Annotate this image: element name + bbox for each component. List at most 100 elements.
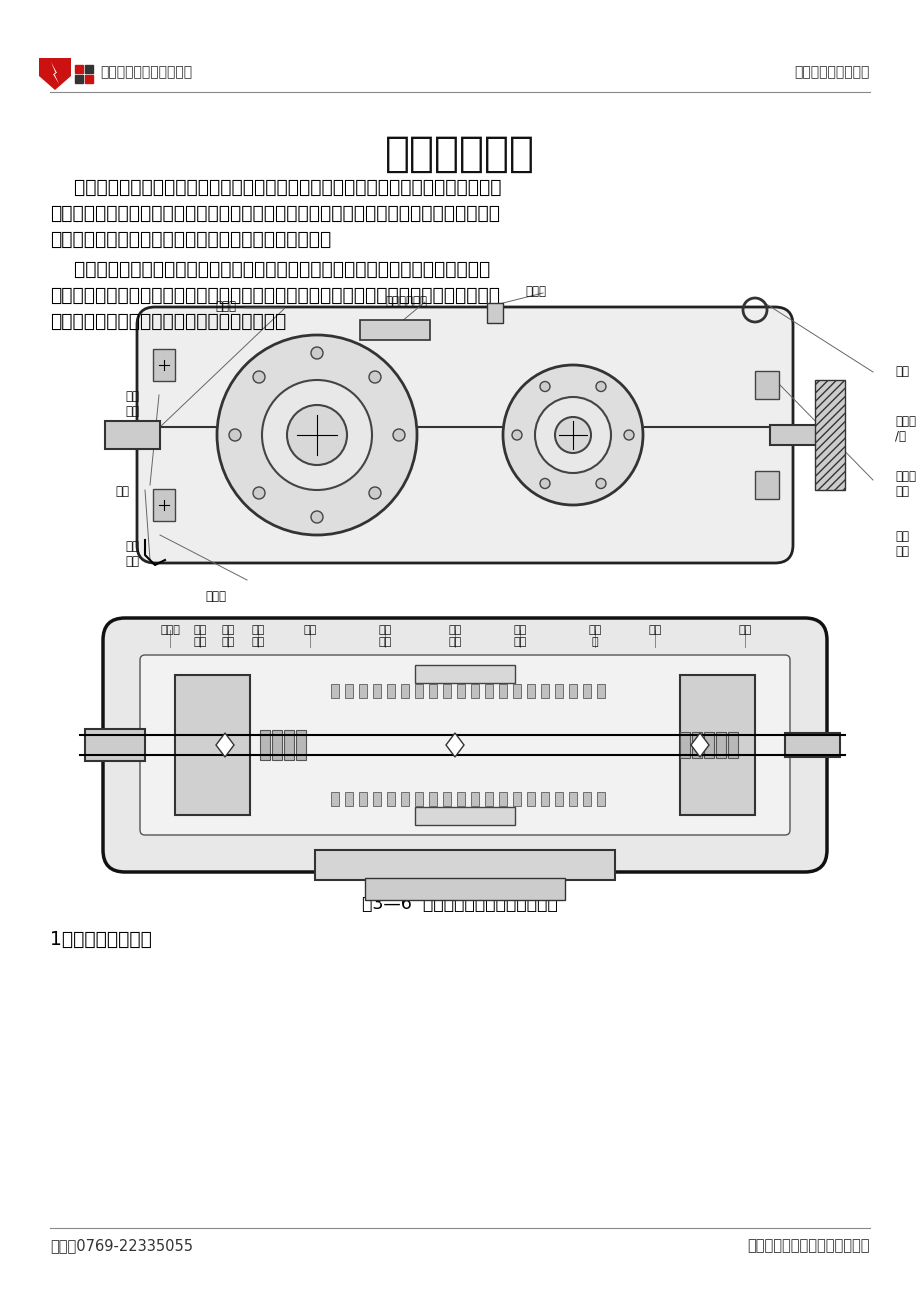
Text: 通气器: 通气器 bbox=[525, 285, 545, 298]
Text: 减速机的附件: 减速机的附件 bbox=[384, 133, 535, 174]
Bar bbox=[527, 792, 535, 806]
Text: 低速
轴: 低速 轴 bbox=[588, 625, 601, 647]
Text: 首选品质、普信天下: 首选品质、普信天下 bbox=[794, 65, 869, 79]
Circle shape bbox=[262, 380, 371, 490]
Text: 电话：0769-22335055: 电话：0769-22335055 bbox=[50, 1238, 193, 1253]
Text: 修理，会严重影响生产而对损坏的减速机，不修复使用也是很不经济的。在冶金企业使用最: 修理，会严重影响生产而对损坏的减速机，不修复使用也是很不经济的。在冶金企业使用最 bbox=[50, 204, 499, 223]
Bar bbox=[428, 792, 437, 806]
Text: 多的是各种开线圆柱齿轮减速机，现对其附件介绍如下：: 多的是各种开线圆柱齿轮减速机，现对其附件介绍如下： bbox=[50, 230, 331, 249]
Bar bbox=[486, 303, 503, 323]
Polygon shape bbox=[690, 733, 709, 756]
Circle shape bbox=[229, 428, 241, 441]
Text: 齿轮: 齿轮 bbox=[738, 625, 751, 635]
Text: 窥视孔及盖板: 窥视孔及盖板 bbox=[384, 296, 426, 309]
Circle shape bbox=[311, 348, 323, 359]
Bar bbox=[331, 792, 338, 806]
Bar bbox=[540, 684, 549, 698]
Bar bbox=[754, 371, 778, 398]
Circle shape bbox=[596, 381, 606, 392]
Bar bbox=[358, 792, 367, 806]
Text: 地址：东莞市南城区莞太路七号: 地址：东莞市南城区莞太路七号 bbox=[746, 1238, 869, 1253]
Circle shape bbox=[253, 487, 265, 499]
Text: 东莞市首普机电有限公司: 东莞市首普机电有限公司 bbox=[100, 65, 192, 79]
Circle shape bbox=[512, 430, 521, 440]
Bar bbox=[75, 65, 83, 73]
Bar bbox=[296, 730, 306, 760]
Bar bbox=[443, 684, 450, 698]
Bar bbox=[554, 792, 562, 806]
Bar bbox=[284, 730, 294, 760]
Text: 图3—6  单级圆柱齿轮减速机二维视图: 图3—6 单级圆柱齿轮减速机二维视图 bbox=[362, 894, 557, 913]
Bar bbox=[272, 730, 282, 760]
Text: 为了保证减速机的正常工作，除了对齿轮、轴、轴承组合和箱体的结构设计应给予足: 为了保证减速机的正常工作，除了对齿轮、轴、轴承组合和箱体的结构设计应给予足 bbox=[50, 260, 490, 279]
Polygon shape bbox=[51, 62, 59, 85]
Circle shape bbox=[369, 371, 380, 383]
Text: 轴承
端盖: 轴承 端盖 bbox=[221, 625, 234, 647]
Circle shape bbox=[217, 335, 416, 535]
Bar bbox=[554, 684, 562, 698]
Bar bbox=[175, 674, 250, 815]
Bar bbox=[596, 792, 605, 806]
Text: 上箱体: 上箱体 bbox=[215, 299, 236, 312]
Bar bbox=[568, 792, 576, 806]
Bar bbox=[153, 349, 175, 381]
Bar bbox=[727, 732, 737, 758]
Bar bbox=[365, 878, 564, 900]
Text: 分箱面
螺栓: 分箱面 螺栓 bbox=[894, 470, 915, 497]
Bar bbox=[359, 320, 429, 340]
FancyBboxPatch shape bbox=[103, 618, 826, 872]
Bar bbox=[754, 471, 778, 499]
Circle shape bbox=[503, 365, 642, 505]
Circle shape bbox=[554, 417, 590, 453]
FancyBboxPatch shape bbox=[137, 307, 792, 562]
Text: 挡油环: 挡油环 bbox=[160, 625, 180, 635]
Text: 调整
垫片: 调整 垫片 bbox=[193, 625, 207, 647]
Bar bbox=[715, 732, 725, 758]
Bar bbox=[372, 684, 380, 698]
Bar bbox=[814, 380, 844, 490]
Bar bbox=[387, 792, 394, 806]
Bar bbox=[471, 792, 479, 806]
Text: 油面
指示: 油面 指示 bbox=[894, 530, 908, 559]
Bar bbox=[314, 850, 614, 880]
Bar bbox=[527, 684, 535, 698]
Text: 1）观察孔及其盖板: 1）观察孔及其盖板 bbox=[50, 930, 152, 949]
Circle shape bbox=[539, 381, 550, 392]
Circle shape bbox=[369, 487, 380, 499]
Bar bbox=[443, 792, 450, 806]
Bar bbox=[85, 65, 93, 73]
Bar bbox=[414, 684, 423, 698]
Circle shape bbox=[311, 510, 323, 523]
Bar bbox=[387, 684, 394, 698]
Bar bbox=[457, 792, 464, 806]
Bar bbox=[457, 684, 464, 698]
Circle shape bbox=[287, 405, 346, 465]
Text: 轴承
端盖: 轴承 端盖 bbox=[125, 391, 139, 418]
Text: 下箱体: 下箱体 bbox=[205, 590, 226, 603]
Bar bbox=[105, 421, 160, 449]
Bar bbox=[428, 684, 437, 698]
Circle shape bbox=[253, 371, 265, 383]
Bar bbox=[75, 76, 83, 83]
Polygon shape bbox=[216, 733, 233, 756]
Text: 减速机是冶金设备中的重要部件，它应用广，耗量大。对已经发生故障的减速机不及时: 减速机是冶金设备中的重要部件，它应用广，耗量大。对已经发生故障的减速机不及时 bbox=[50, 178, 501, 197]
Circle shape bbox=[535, 397, 610, 473]
Bar bbox=[484, 792, 493, 806]
Bar bbox=[345, 792, 353, 806]
Bar bbox=[513, 792, 520, 806]
Bar bbox=[414, 807, 515, 825]
Bar bbox=[679, 674, 754, 815]
Text: 确定位、吊运等辅助零部件的合理选择和设计。: 确定位、吊运等辅助零部件的合理选择和设计。 bbox=[50, 312, 286, 331]
Bar bbox=[401, 684, 409, 698]
Bar bbox=[540, 792, 549, 806]
Text: 吊钩: 吊钩 bbox=[115, 486, 129, 497]
Text: 平键: 平键 bbox=[303, 625, 316, 635]
Bar bbox=[596, 684, 605, 698]
Bar bbox=[784, 733, 839, 756]
Bar bbox=[679, 732, 689, 758]
Text: 吊环: 吊环 bbox=[894, 365, 908, 378]
Bar bbox=[583, 684, 590, 698]
Text: 平键: 平键 bbox=[648, 625, 661, 635]
Bar bbox=[703, 732, 713, 758]
Bar bbox=[401, 792, 409, 806]
